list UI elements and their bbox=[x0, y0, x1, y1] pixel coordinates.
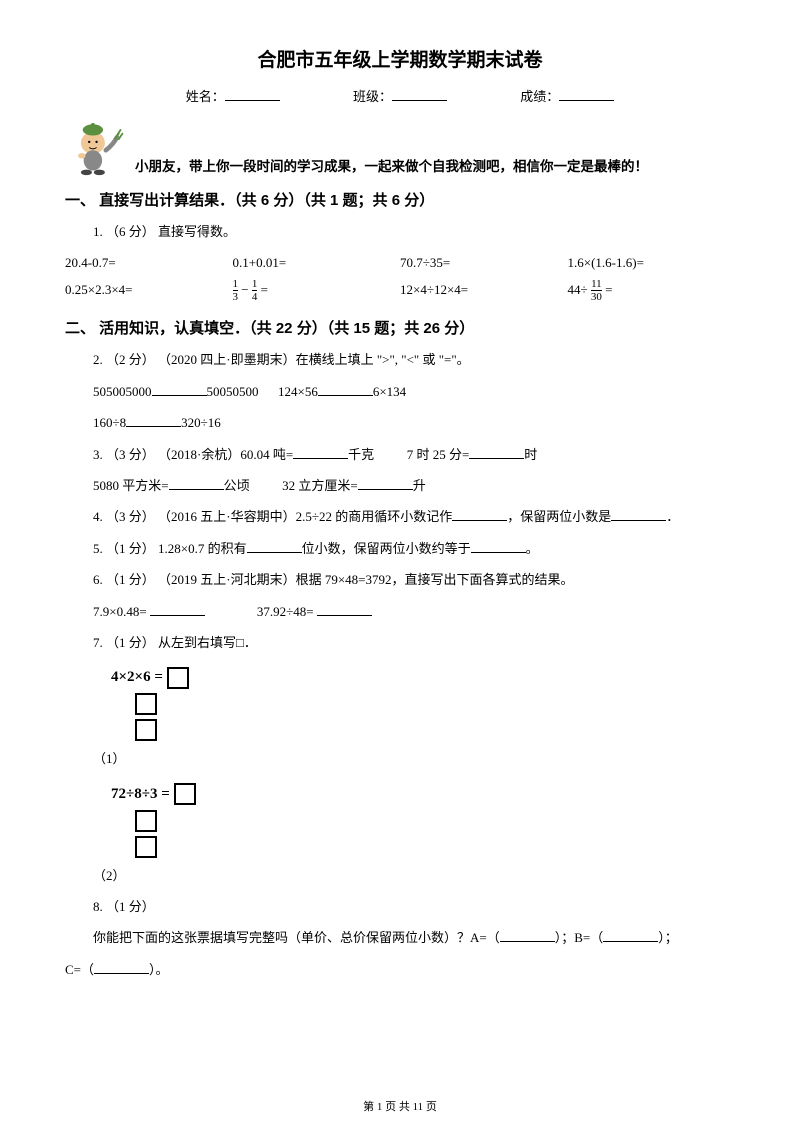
q7-diagram2: 72÷8÷3 = （2） bbox=[93, 781, 735, 887]
q1-row2: 0.25×2.3×4= 13 − 14 = 12×4÷12×4= 44÷ 113… bbox=[65, 278, 735, 304]
child-cartoon-icon bbox=[65, 117, 130, 177]
blank bbox=[318, 395, 373, 396]
q6-eqs: 7.9×0.48= 37.92÷48= bbox=[93, 600, 735, 623]
txt: ，保留两位小数是 bbox=[507, 509, 611, 524]
blank bbox=[169, 489, 224, 490]
class-label: 班级： bbox=[353, 89, 392, 104]
score-blank bbox=[559, 100, 614, 101]
blank bbox=[611, 520, 666, 521]
txt: 505005000 bbox=[93, 384, 152, 399]
txt: 7.9×0.48= bbox=[93, 604, 150, 619]
txt: ． bbox=[666, 509, 679, 524]
name-blank bbox=[225, 100, 280, 101]
txt: 公顷 bbox=[224, 478, 250, 493]
q1-row1: 20.4-0.7= 0.1+0.01= 70.7÷35= 1.6×(1.6-1.… bbox=[65, 251, 735, 274]
blank bbox=[500, 941, 555, 942]
q5: 5. （1 分） 1.28×0.7 的积有 位小数，保留两位小数约等于 。 bbox=[93, 537, 735, 560]
score-label: 成绩： bbox=[520, 89, 559, 104]
box-icon bbox=[135, 719, 157, 741]
txt: 你能把下面的这张票据填写完整吗（单价、总价保留两位小数）？A=（ bbox=[93, 930, 500, 945]
txt: C=（ bbox=[65, 962, 94, 977]
txt: 5080 平方米= bbox=[93, 478, 169, 493]
blank bbox=[152, 395, 207, 396]
blank bbox=[471, 552, 526, 553]
txt: ）； bbox=[658, 930, 678, 945]
frac-den: 30 bbox=[591, 290, 602, 303]
q7: 7. （1 分） 从左到右填写□． bbox=[93, 631, 735, 654]
txt: ）；B=（ bbox=[555, 930, 604, 945]
student-info-row: 姓名： 班级： 成绩： bbox=[65, 86, 735, 105]
section-2-header: 二、 活用知识，认真填空．（共 22 分）（共 15 题；共 26 分） bbox=[65, 317, 735, 338]
txt: 。 bbox=[526, 541, 539, 556]
q1-label: 1. （6 分） 直接写得数。 bbox=[93, 220, 735, 243]
eq-text: 72÷8÷3 = bbox=[111, 781, 170, 808]
q2-line2: 160÷8 320÷16 bbox=[93, 411, 735, 434]
box-icon bbox=[174, 783, 196, 805]
q8-text: 你能把下面的这张票据填写完整吗（单价、总价保留两位小数）？A=（ ）；B=（ ）； bbox=[93, 926, 735, 949]
blank bbox=[126, 426, 181, 427]
txt: 7 时 25 分= bbox=[407, 447, 470, 462]
encourage-text: 小朋友，带上你一段时间的学习成果，一起来做个自我检测吧，相信你一定是最棒的！ bbox=[135, 155, 648, 177]
op: − bbox=[238, 282, 252, 297]
txt: 3. （3 分） （2018·余杭）60.04 吨= bbox=[93, 447, 293, 462]
blank bbox=[150, 615, 205, 616]
blank bbox=[317, 615, 372, 616]
frac-num: 11 bbox=[591, 278, 602, 290]
eq-cell: 0.1+0.01= bbox=[233, 251, 401, 274]
txt: 5. （1 分） 1.28×0.7 的积有 bbox=[93, 541, 247, 556]
q3-line2: 5080 平方米= 公顷 32 立方厘米= 升 bbox=[93, 474, 735, 497]
q6: 6. （1 分） （2019 五上·河北期末）根据 79×48=3792，直接写… bbox=[93, 568, 735, 591]
eq-text: 4×2×6 = bbox=[111, 664, 163, 691]
pre: 44÷ bbox=[568, 282, 591, 297]
eq-cell: 0.25×2.3×4= bbox=[65, 278, 233, 304]
eq-cell: 13 − 14 = bbox=[233, 278, 401, 304]
txt: 37.92÷48= bbox=[257, 604, 317, 619]
q8-label: 8. （1 分） bbox=[93, 895, 735, 918]
blank bbox=[452, 520, 507, 521]
q2-line1: 505005000 50050500 124×56 6×134 bbox=[93, 380, 735, 403]
page-title: 合肥市五年级上学期数学期末试卷 bbox=[65, 45, 735, 72]
box-icon bbox=[167, 667, 189, 689]
sub-2: （2） bbox=[93, 864, 735, 887]
box-icon bbox=[135, 810, 157, 832]
eq-cell: 12×4÷12×4= bbox=[400, 278, 568, 304]
box-icon bbox=[135, 693, 157, 715]
txt: 124×56 bbox=[278, 384, 318, 399]
blank bbox=[603, 941, 658, 942]
txt: 320÷16 bbox=[181, 415, 221, 430]
q8-text2: C=（ ）。 bbox=[65, 958, 735, 981]
txt: 32 立方厘米= bbox=[282, 478, 358, 493]
blank bbox=[247, 552, 302, 553]
eq: = bbox=[257, 282, 268, 297]
cartoon-row: 小朋友，带上你一段时间的学习成果，一起来做个自我检测吧，相信你一定是最棒的！ bbox=[65, 117, 735, 177]
eq-cell: 20.4-0.7= bbox=[65, 251, 233, 274]
txt: 位小数，保留两位小数约等于 bbox=[302, 541, 471, 556]
blank bbox=[293, 458, 348, 459]
name-label: 姓名： bbox=[186, 89, 225, 104]
q2-label: 2. （2 分） （2020 四上·即墨期末）在横线上填上 ">", "<" 或… bbox=[93, 348, 735, 371]
blank bbox=[358, 489, 413, 490]
section-1-header: 一、 直接写出计算结果．（共 6 分）（共 1 题；共 6 分） bbox=[65, 189, 735, 210]
sub-1: （1） bbox=[93, 747, 735, 770]
blank bbox=[469, 458, 524, 459]
class-blank bbox=[392, 100, 447, 101]
q3-line1: 3. （3 分） （2018·余杭）60.04 吨= 千克 7 时 25 分= 时 bbox=[93, 443, 735, 466]
txt: 千克 bbox=[348, 447, 374, 462]
txt: 50050500 bbox=[207, 384, 259, 399]
txt: 4. （3 分） （2016 五上·华容期中）2.5÷22 的商用循环小数记作 bbox=[93, 509, 452, 524]
txt: 6×134 bbox=[373, 384, 406, 399]
eq-cell: 1.6×(1.6-1.6)= bbox=[568, 251, 736, 274]
box-icon bbox=[135, 836, 157, 858]
eq: = bbox=[602, 282, 613, 297]
blank bbox=[94, 973, 149, 974]
txt: ）。 bbox=[149, 962, 169, 977]
txt: 160÷8 bbox=[93, 415, 126, 430]
q4: 4. （3 分） （2016 五上·华容期中）2.5÷22 的商用循环小数记作 ，… bbox=[93, 505, 735, 528]
txt: 升 bbox=[413, 478, 426, 493]
txt: 时 bbox=[524, 447, 537, 462]
eq-cell: 44÷ 1130 = bbox=[568, 278, 736, 304]
q7-diagram1: 4×2×6 = （1） bbox=[93, 664, 735, 770]
eq-cell: 70.7÷35= bbox=[400, 251, 568, 274]
page-footer: 第 1 页 共 11 页 bbox=[0, 1098, 800, 1114]
